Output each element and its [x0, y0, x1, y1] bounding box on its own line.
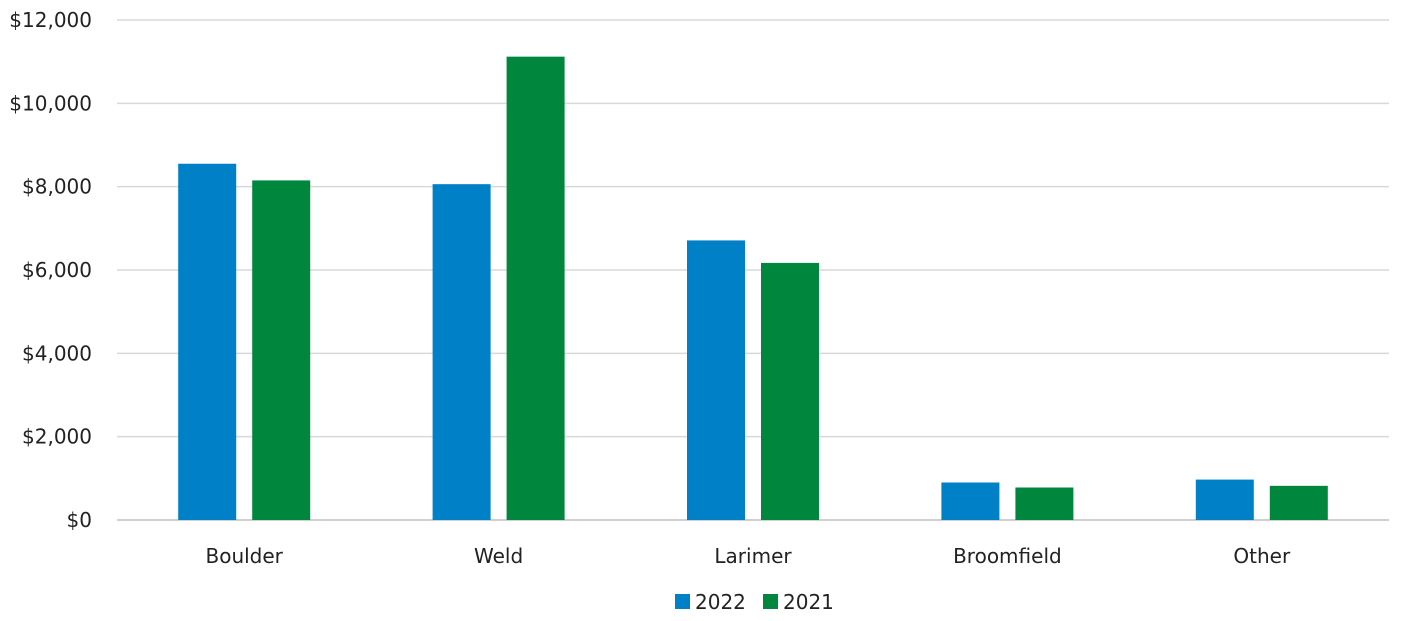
legend-label-2022: 2022 [695, 590, 746, 614]
gridlines [117, 19, 1389, 521]
x-tick-label: Larimer [714, 544, 792, 568]
bar-broomfield-2021 [1015, 487, 1074, 520]
y-tick-label: $2,000 [22, 425, 92, 449]
legend-swatch-2021 [763, 594, 778, 609]
bar-larimer-2021 [761, 262, 819, 520]
x-axis-tick-labels: Boulder Weld Larimer Broomfield Other [205, 544, 1290, 568]
y-tick-label: $6,000 [22, 258, 92, 282]
legend-swatch-2022 [675, 594, 690, 609]
x-tick-label: Other [1233, 544, 1291, 568]
bars [178, 56, 1328, 521]
y-tick-label: $4,000 [22, 341, 92, 365]
legend-label-2021: 2021 [783, 590, 834, 614]
bar-weld-2021 [506, 56, 565, 521]
x-tick-label: Weld [474, 544, 523, 568]
y-tick-label: $8,000 [22, 175, 92, 199]
bar-broomfield-2022 [941, 482, 1000, 520]
y-tick-label: $10,000 [9, 91, 92, 115]
x-tick-label: Boulder [205, 544, 283, 568]
bar-other-2022 [1195, 479, 1254, 520]
legend: 2022 2021 [675, 590, 834, 614]
x-tick-label: Broomfield [953, 544, 1062, 568]
y-axis-tick-labels: $0 $2,000 $4,000 $6,000 $8,000 $10,000 $12,000 [9, 8, 92, 532]
bar-boulder-2022 [178, 163, 237, 520]
bar-larimer-2022 [687, 240, 745, 520]
bar-boulder-2021 [252, 180, 311, 520]
y-tick-label: $0 [67, 508, 92, 532]
y-tick-label: $12,000 [9, 8, 92, 32]
bar-weld-2022 [432, 184, 491, 520]
bar-other-2021 [1269, 485, 1328, 520]
